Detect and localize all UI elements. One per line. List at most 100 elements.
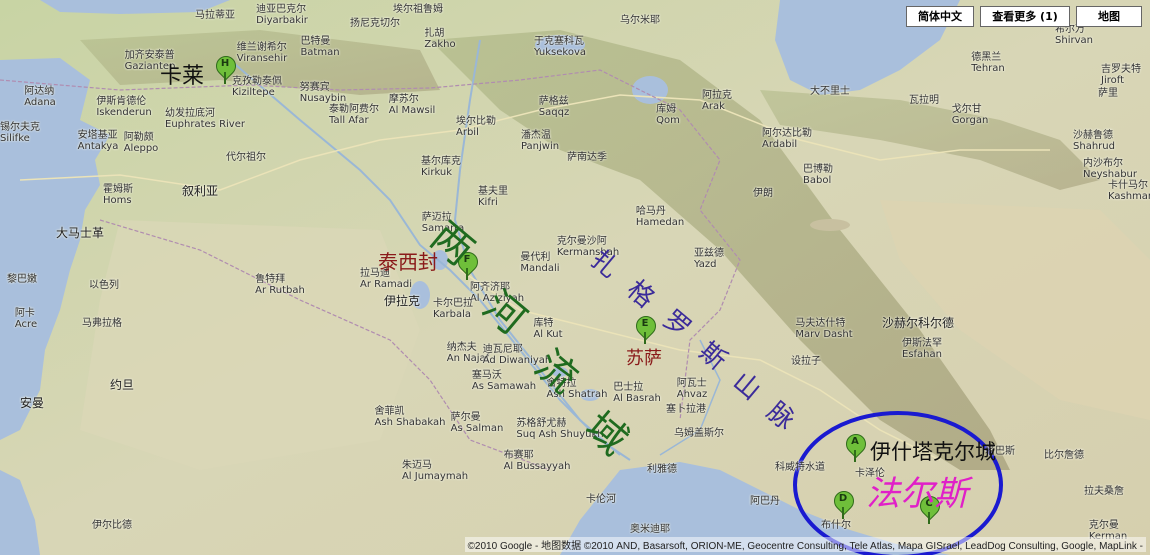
place-label[interactable]: 埃尔比勒 Arbil <box>456 116 496 138</box>
place-label[interactable]: 卡伦河 <box>586 494 616 505</box>
place-label[interactable]: 拉夫桑詹 <box>1084 486 1124 497</box>
place-label[interactable]: 于克塞科瓦 Yuksekova <box>533 36 587 58</box>
place-label[interactable]: 阿达纳 Adana <box>24 86 56 108</box>
place-label[interactable]: 代尔祖尔 <box>226 152 266 163</box>
place-label[interactable]: 幼发拉底河 Euphrates River <box>165 108 245 130</box>
place-label[interactable]: 伊尔比德 <box>92 520 132 531</box>
view-more-button[interactable]: 查看更多 (1) <box>980 6 1070 27</box>
place-label[interactable]: 阿尔达比勒 Ardabil <box>762 128 812 150</box>
place-label[interactable]: 巴特曼 Batman <box>300 36 340 58</box>
place-label[interactable]: 扎胡 Zakho <box>424 28 456 50</box>
place-label[interactable]: 比尔詹德 <box>1044 450 1084 461</box>
place-label[interactable]: 萨南达季 <box>567 152 607 163</box>
place-label[interactable]: 以色列 <box>89 280 119 291</box>
place-label[interactable]: 亚兹德 Yazd <box>694 248 724 270</box>
place-label[interactable]: 朱迈马 Al Jumaymah <box>401 460 469 482</box>
annotation-ctesiphon: 泰西封 <box>378 250 438 274</box>
map-copyright: ©2010 Google - 地图数据 ©2010 AND, Basarsoft… <box>464 537 1146 552</box>
place-label[interactable]: 哈马丹 Hamedan <box>635 206 685 228</box>
place-label[interactable]: 塔巴斯 <box>985 446 1015 457</box>
place-label[interactable]: 内沙布尔 Neyshabur <box>1082 158 1138 180</box>
place-label[interactable]: 吉罗夫特 Jiroft <box>1101 64 1141 86</box>
place-label[interactable]: 希尔万 Shirvan <box>1055 24 1093 46</box>
place-label[interactable]: 苏格舒尤赫 Suq Ash Shuyukh <box>516 418 604 440</box>
marker-e[interactable]: E <box>631 311 661 344</box>
place-label[interactable]: 泰勒阿费尔 Tall Afar <box>329 104 379 126</box>
mediterranean-sea <box>0 58 110 440</box>
place-label[interactable]: 布什尔 <box>821 520 851 531</box>
place-label[interactable]: 利雅德 <box>647 464 677 475</box>
place-label[interactable]: 埃尔祖鲁姆 <box>393 4 443 15</box>
place-label[interactable]: 拉马迪 Ar Ramadi <box>360 268 412 290</box>
place-label[interactable]: 萨迈拉 Samarra <box>421 212 465 234</box>
simplified-chinese-button[interactable]: 简体中文 <box>906 6 974 27</box>
place-label[interactable]: 奥米迪耶 <box>630 524 670 535</box>
place-label[interactable]: 基尔库克 Kirkuk <box>421 156 461 178</box>
place-label[interactable]: 摩苏尔 Al Mawsil <box>388 94 436 116</box>
place-label[interactable]: 阿拉克 Arak <box>702 90 732 112</box>
place-label[interactable]: 克孜勒泰佩 Kiziltepe <box>232 76 282 98</box>
place-label[interactable]: 迪亚巴克尔 Diyarbakir <box>256 4 308 26</box>
place-label[interactable]: 瓦拉明 <box>909 95 939 106</box>
lake-van <box>535 35 585 55</box>
place-label[interactable]: 沙赫鲁德 Shahrud <box>1073 130 1115 152</box>
place-label[interactable]: 戈尔甘 Gorgan <box>951 104 989 126</box>
place-label[interactable]: 基夫里 Kifri <box>478 186 508 208</box>
place-label[interactable]: 努赛宾 Nusaybin <box>299 82 347 104</box>
place-label[interactable]: 扬尼克切尔 <box>350 18 400 29</box>
marker-a[interactable]: A <box>841 429 871 462</box>
marker-h[interactable]: H <box>211 51 241 84</box>
place-label[interactable]: 舍特拉 Ash Shatrah <box>546 378 608 400</box>
place-label[interactable]: 克尔曼沙阿 Kermanshah <box>556 236 620 258</box>
place-label[interactable]: 阿巴丹 <box>750 496 780 507</box>
place-label[interactable]: 舍菲凯 Ash Shabakah <box>374 406 446 428</box>
place-label[interactable]: 伊朗 <box>753 188 773 199</box>
place-label[interactable]: 锡尔夫克 Silifke <box>0 122 40 144</box>
place-label[interactable]: 迪瓦尼耶 Ad Diwaniyah <box>482 344 552 366</box>
place-label[interactable]: 乌尔米耶 <box>620 15 660 26</box>
place-label[interactable]: 阿勒颇 Aleppo <box>123 132 159 154</box>
place-label[interactable]: 乌姆盖斯尔 <box>674 428 724 439</box>
place-label[interactable]: 萨里 <box>1098 88 1118 99</box>
map-type-button[interactable]: 地图 <box>1076 6 1142 27</box>
place-label[interactable]: 潘杰温 Panjwin <box>520 130 560 152</box>
place-label[interactable]: 阿卡 Acre <box>14 308 38 330</box>
place-label[interactable]: 塞卜拉港 <box>666 404 706 415</box>
place-label[interactable]: 纳杰夫 An Najaf <box>446 342 490 364</box>
place-label[interactable]: 萨格兹 Saqqz <box>538 96 570 118</box>
place-label[interactable]: 马夫达什特 Marv Dasht <box>795 318 853 340</box>
place-label[interactable]: 塞马沃 As Samawah <box>471 370 537 392</box>
place-label[interactable]: 伊斯法罕 Esfahan <box>902 338 942 360</box>
place-label[interactable]: 克尔曼Kerman <box>1088 520 1127 542</box>
place-label[interactable]: 伊斯肯德伦 Iskenderun <box>96 96 152 118</box>
place-label[interactable]: 设拉子 <box>791 356 821 367</box>
marker-f[interactable]: F <box>453 247 483 280</box>
place-label[interactable]: 库姆 Qom <box>656 104 680 126</box>
place-label[interactable]: 马拉蒂亚 <box>195 10 235 21</box>
marker-c[interactable]: C <box>915 491 945 524</box>
place-label[interactable]: 大不里士 <box>810 86 850 97</box>
place-label[interactable]: 卡尔巴拉 Karbala <box>433 298 473 320</box>
country-label: 伊拉克 <box>383 294 421 308</box>
place-label[interactable]: 卡什马尔 Kashmar <box>1107 180 1150 202</box>
place-label[interactable]: 维兰谢希尔 Viransehir <box>236 42 288 64</box>
place-label[interactable]: 加齐安泰普 Gaziantep <box>124 50 176 72</box>
place-label[interactable]: 鲁特拜 Ar Rutbah <box>255 274 305 296</box>
place-label[interactable]: 巴博勒 Babol <box>803 164 833 186</box>
place-label[interactable]: 科威特水道 <box>775 462 825 473</box>
place-label[interactable]: 阿齐济耶 Al Aziziyah <box>469 282 525 304</box>
place-label[interactable]: 阿瓦士 Ahvaz <box>676 378 708 400</box>
place-label[interactable]: 巴士拉 Al Basrah <box>613 382 661 404</box>
place-label[interactable]: 曼代利 Mandali <box>520 252 560 274</box>
place-label[interactable]: 库特 Al Kut <box>533 318 563 340</box>
place-label[interactable]: 布赛耶 Al Bussayyah <box>503 450 571 472</box>
place-label[interactable]: 德黑兰 Tehran <box>971 52 1005 74</box>
marker-d[interactable]: D <box>829 486 859 519</box>
place-label[interactable]: 霍姆斯 Homs <box>103 184 133 206</box>
place-label[interactable]: 马弗拉格 <box>82 318 122 329</box>
place-label[interactable]: 卡泽伦 <box>855 468 885 479</box>
place-label[interactable]: 安塔基亚 Antakya <box>77 130 119 152</box>
place-label[interactable]: 萨尔曼 As Salman <box>450 412 504 434</box>
place-label[interactable]: 黎巴嫩 <box>7 274 37 285</box>
